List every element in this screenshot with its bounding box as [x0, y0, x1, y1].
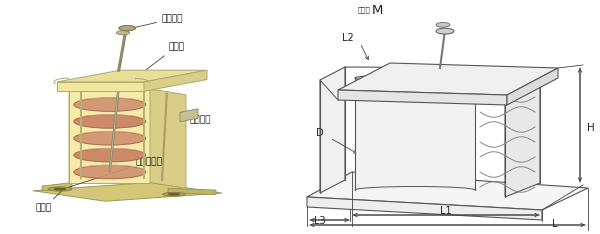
Ellipse shape	[119, 26, 136, 31]
Polygon shape	[307, 172, 588, 210]
Text: L: L	[552, 219, 558, 229]
Text: 铝合金: 铝合金	[140, 42, 184, 74]
Text: 固定螺栓: 固定螺栓	[130, 14, 184, 29]
Text: L2: L2	[342, 33, 354, 43]
Polygon shape	[57, 70, 207, 82]
Ellipse shape	[163, 192, 185, 196]
Polygon shape	[33, 183, 222, 201]
Text: L1: L1	[440, 206, 452, 216]
Ellipse shape	[54, 188, 66, 190]
Ellipse shape	[74, 165, 146, 179]
Text: 基础固定孔: 基础固定孔	[65, 157, 162, 188]
Text: M: M	[372, 4, 383, 17]
Ellipse shape	[74, 132, 146, 145]
Text: D: D	[316, 128, 324, 138]
Ellipse shape	[436, 28, 454, 34]
Ellipse shape	[74, 115, 146, 128]
Text: 调整螺丝: 调整螺丝	[189, 115, 211, 124]
Polygon shape	[505, 68, 540, 197]
Ellipse shape	[74, 98, 146, 111]
Ellipse shape	[436, 22, 450, 27]
Text: 橡胶垫: 橡胶垫	[36, 191, 61, 213]
Ellipse shape	[355, 74, 475, 81]
Ellipse shape	[116, 31, 130, 35]
Polygon shape	[507, 68, 558, 105]
Polygon shape	[150, 89, 186, 188]
Text: H: H	[587, 123, 595, 133]
Text: 安装孔: 安装孔	[357, 7, 370, 13]
Polygon shape	[320, 67, 345, 193]
Polygon shape	[42, 183, 72, 191]
Polygon shape	[69, 89, 150, 183]
Polygon shape	[69, 83, 93, 183]
Ellipse shape	[74, 148, 146, 162]
Polygon shape	[338, 90, 507, 105]
Text: L3: L3	[314, 216, 326, 226]
Polygon shape	[180, 109, 198, 122]
Polygon shape	[338, 63, 558, 95]
Polygon shape	[144, 70, 207, 91]
Ellipse shape	[48, 187, 72, 191]
Ellipse shape	[168, 193, 180, 195]
Polygon shape	[355, 78, 475, 190]
Polygon shape	[57, 82, 144, 91]
Polygon shape	[307, 197, 542, 220]
Polygon shape	[168, 188, 216, 195]
